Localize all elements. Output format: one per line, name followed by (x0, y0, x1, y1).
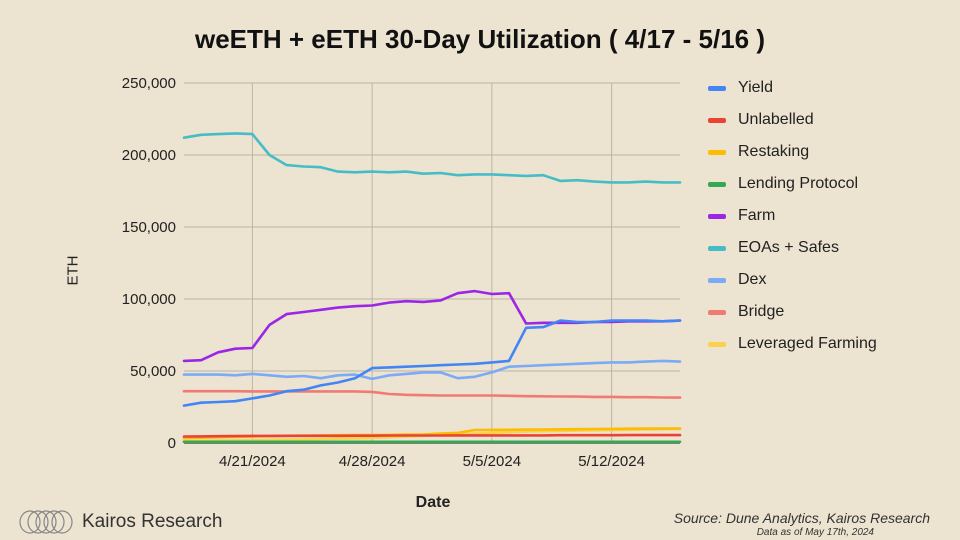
gridlines (184, 82, 680, 444)
legend-swatch (708, 117, 726, 123)
series-lines (182, 132, 682, 444)
source-note: Source: Dune Analytics, Kairos Research (673, 510, 930, 526)
y-tick-label: 250,000 (122, 75, 176, 92)
axes: 0 50,000 100,000 150,000 200,000 250,000 4/21/… (122, 75, 645, 470)
brand-logo: Kairos Research (18, 508, 222, 536)
legend-label: Farm (738, 207, 776, 224)
legend: Yield Unlabelled Restaking Lending Protocol… (708, 72, 877, 360)
y-tick-label: 150,000 (122, 219, 176, 236)
legend-item: Farm (708, 200, 877, 232)
legend-item: Leveraged Farming (708, 328, 877, 360)
x-tick-label: 5/5/2024 (463, 453, 521, 470)
legend-item: Dex (708, 264, 877, 296)
brand-name: Kairos Research (82, 511, 223, 532)
series-line-bridge (182, 389, 682, 399)
series-line-unlabelled (182, 433, 682, 438)
legend-label: Yield (738, 79, 773, 96)
as-of-note: Data as of May 17th, 2024 (756, 527, 874, 538)
legend-item: Restaking (708, 136, 877, 168)
legend-label: Restaking (738, 143, 810, 160)
legend-label: EOAs + Safes (738, 239, 839, 256)
legend-swatch (708, 149, 726, 155)
legend-item: EOAs + Safes (708, 232, 877, 264)
legend-label: Dex (738, 271, 767, 288)
legend-swatch (708, 213, 726, 219)
y-tick-label: 0 (168, 435, 176, 452)
y-axis-label: ETH (64, 255, 82, 286)
x-tick-label: 4/21/2024 (219, 453, 286, 470)
x-tick-label: 4/28/2024 (339, 453, 406, 470)
legend-swatch (708, 85, 726, 91)
legend-swatch (708, 309, 726, 315)
legend-item: Lending Protocol (708, 168, 877, 200)
legend-swatch (708, 277, 726, 283)
series-line-farm (182, 289, 682, 363)
legend-swatch (708, 245, 726, 251)
kairos-logo-icon (19, 510, 73, 534)
y-tick-label: 100,000 (122, 291, 176, 308)
legend-item: Bridge (708, 296, 877, 328)
y-tick-label: 50,000 (130, 363, 176, 380)
legend-label: Unlabelled (738, 111, 814, 128)
legend-label: Leveraged Farming (738, 335, 877, 352)
x-tick-label: 5/12/2024 (578, 453, 645, 470)
series-line-dex (182, 359, 682, 381)
y-tick-label: 200,000 (122, 147, 176, 164)
series-line-eoas-safes (182, 132, 682, 184)
series-line-yield (182, 319, 682, 407)
chart-title: weETH + eETH 30-Day Utilization ( 4/17 -… (194, 24, 765, 54)
legend-swatch (708, 181, 726, 187)
legend-label: Bridge (738, 303, 785, 320)
legend-swatch (708, 341, 726, 347)
legend-item: Yield (708, 72, 877, 104)
legend-label: Lending Protocol (738, 175, 859, 192)
legend-item: Unlabelled (708, 104, 877, 136)
x-axis-label: Date (415, 494, 451, 511)
